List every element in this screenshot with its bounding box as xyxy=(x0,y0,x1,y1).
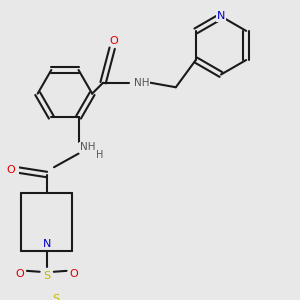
Text: N: N xyxy=(217,11,225,21)
Text: NH: NH xyxy=(134,78,149,88)
Text: S: S xyxy=(43,271,50,281)
Text: O: O xyxy=(110,36,118,46)
Text: NH: NH xyxy=(80,142,95,152)
Text: O: O xyxy=(70,268,78,279)
Text: N: N xyxy=(43,238,51,249)
Text: H: H xyxy=(96,149,103,160)
Text: O: O xyxy=(15,268,24,279)
Text: S: S xyxy=(52,294,59,300)
Text: O: O xyxy=(6,165,15,175)
